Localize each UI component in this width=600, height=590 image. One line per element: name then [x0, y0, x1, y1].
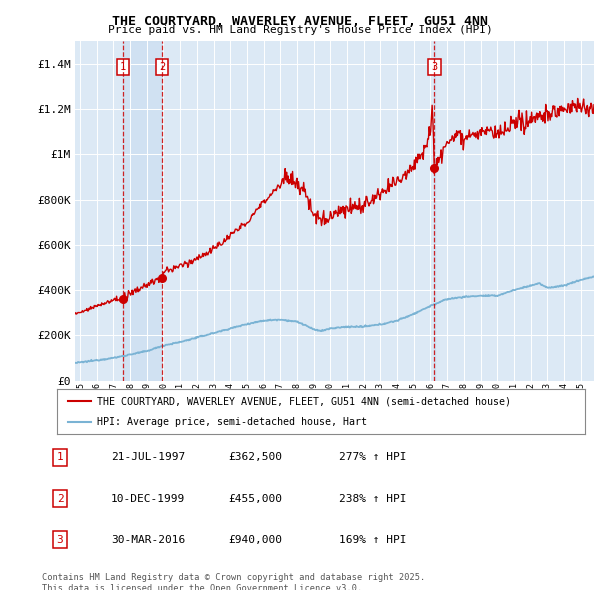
Text: 169% ↑ HPI: 169% ↑ HPI — [339, 535, 407, 545]
Text: 3: 3 — [431, 62, 437, 72]
Text: 21-JUL-1997: 21-JUL-1997 — [111, 453, 185, 462]
Text: Price paid vs. HM Land Registry's House Price Index (HPI): Price paid vs. HM Land Registry's House … — [107, 25, 493, 35]
Text: £940,000: £940,000 — [228, 535, 282, 545]
Text: 3: 3 — [56, 535, 64, 545]
Text: 2: 2 — [160, 62, 166, 72]
Text: 10-DEC-1999: 10-DEC-1999 — [111, 494, 185, 503]
Text: THE COURTYARD, WAVERLEY AVENUE, FLEET, GU51 4NN: THE COURTYARD, WAVERLEY AVENUE, FLEET, G… — [112, 15, 488, 28]
Text: HPI: Average price, semi-detached house, Hart: HPI: Average price, semi-detached house,… — [97, 417, 367, 427]
Text: 277% ↑ HPI: 277% ↑ HPI — [339, 453, 407, 462]
Text: 238% ↑ HPI: 238% ↑ HPI — [339, 494, 407, 503]
Text: Contains HM Land Registry data © Crown copyright and database right 2025.
This d: Contains HM Land Registry data © Crown c… — [42, 573, 425, 590]
Text: 2: 2 — [56, 494, 64, 503]
Text: THE COURTYARD, WAVERLEY AVENUE, FLEET, GU51 4NN (semi-detached house): THE COURTYARD, WAVERLEY AVENUE, FLEET, G… — [97, 396, 511, 407]
Text: 30-MAR-2016: 30-MAR-2016 — [111, 535, 185, 545]
Bar — [122, 41, 163, 381]
Text: 1: 1 — [56, 453, 64, 462]
Text: £455,000: £455,000 — [228, 494, 282, 503]
Text: £362,500: £362,500 — [228, 453, 282, 462]
Text: 1: 1 — [119, 62, 125, 72]
Bar — [434, 41, 435, 381]
